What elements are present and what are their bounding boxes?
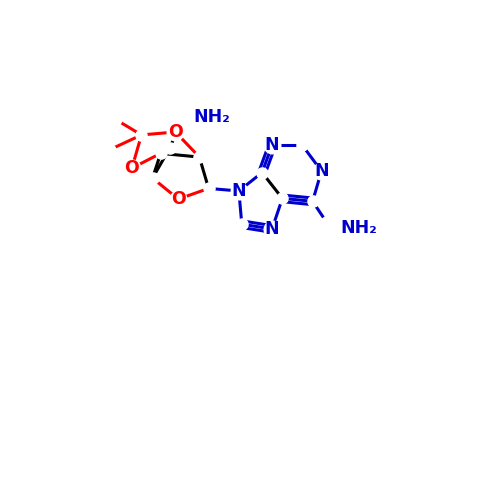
Text: N: N: [265, 136, 279, 154]
Text: N: N: [231, 182, 246, 200]
Text: O: O: [171, 190, 186, 208]
Text: N: N: [314, 162, 329, 180]
Text: O: O: [125, 159, 139, 177]
Text: N: N: [265, 220, 279, 238]
Text: NH₂: NH₂: [341, 219, 377, 237]
Text: O: O: [168, 123, 183, 141]
Text: NH₂: NH₂: [194, 108, 231, 126]
